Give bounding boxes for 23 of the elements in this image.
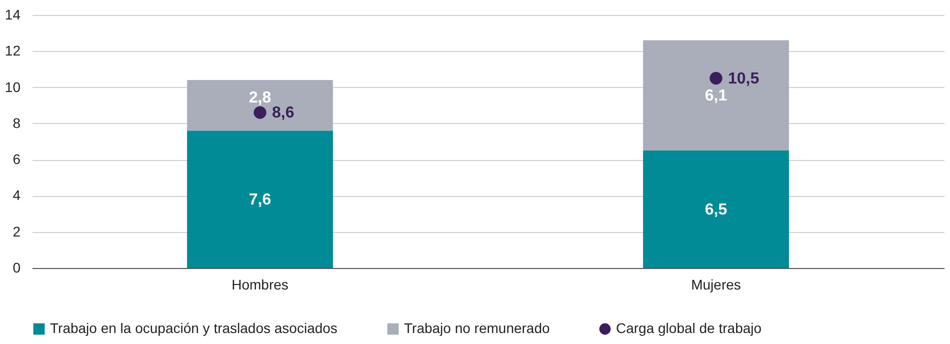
data-label: 7,6 (248, 191, 272, 208)
y-tick-label: 6 (12, 151, 21, 168)
x-tick-label: Hombres (232, 276, 288, 292)
data-label: 10,5 (728, 70, 760, 88)
bar (187, 130, 333, 268)
data-label: 6,5 (704, 201, 728, 218)
bar (643, 150, 789, 268)
legend-label: Trabajo no remunerado (404, 320, 550, 336)
data-label: 2,8 (248, 89, 272, 106)
bar (643, 40, 789, 151)
legend-label: Carga global de trabajo (616, 320, 762, 336)
x-tick-label: Mujeres (691, 276, 741, 292)
y-tick-label: 12 (4, 42, 21, 59)
y-tick-label: 2 (12, 223, 21, 240)
y-tick-label: 8 (12, 114, 21, 131)
data-label: 8,6 (272, 104, 294, 122)
legend-label: Trabajo en la ocupación y traslados asociados (50, 320, 338, 336)
y-tick-label: 0 (12, 260, 21, 276)
data-label: 6,1 (704, 87, 728, 104)
y-tick-label: 10 (4, 78, 21, 95)
y-tick-label: 14 (4, 6, 21, 22)
y-tick-label: 4 (12, 187, 21, 204)
bar (187, 80, 333, 131)
